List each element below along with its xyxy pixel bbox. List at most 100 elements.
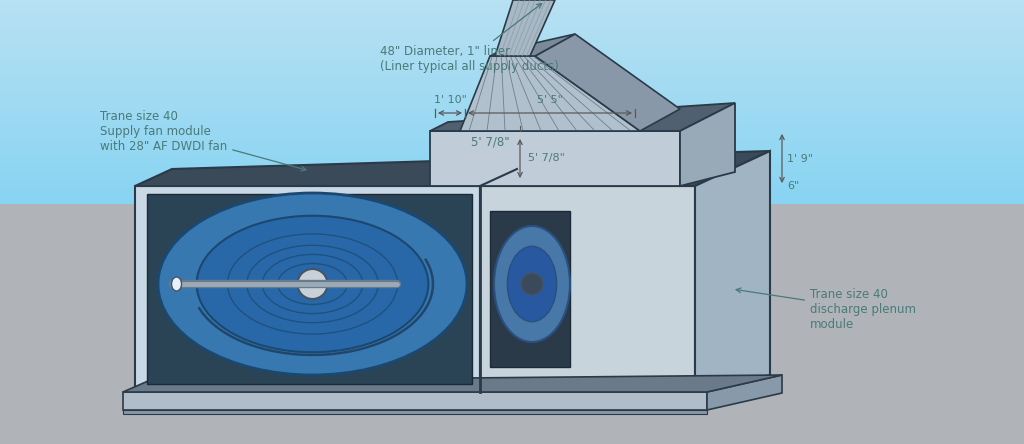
Bar [0,120,1024,123]
Polygon shape [460,56,640,131]
Polygon shape [0,204,1024,444]
Polygon shape [695,151,770,392]
Bar [0,102,1024,105]
Bar [0,56,1024,59]
Bar [0,46,1024,48]
Polygon shape [680,103,735,186]
Text: 5' 5": 5' 5" [537,95,563,105]
Text: Trane size 40
Supply fan module
with 28" AF DWDI fan: Trane size 40 Supply fan module with 28"… [100,110,306,171]
Ellipse shape [158,193,467,375]
Ellipse shape [521,273,543,295]
Polygon shape [123,375,782,392]
Bar [0,13,1024,15]
Bar [0,5,1024,8]
Bar [0,138,1024,140]
Bar [0,79,1024,82]
Bar [0,84,1024,87]
Bar [0,48,1024,51]
Bar [0,191,1024,194]
Ellipse shape [494,226,570,342]
Polygon shape [430,131,680,186]
Bar [0,148,1024,151]
Bar [0,74,1024,77]
Bar [0,99,1024,102]
Bar [0,115,1024,117]
Polygon shape [147,194,472,384]
Bar [0,33,1024,36]
Bar [0,181,1024,184]
Text: 48" Diameter, 1" liner
(Liner typical all supply ducts): 48" Diameter, 1" liner (Liner typical al… [380,4,559,73]
Bar [0,143,1024,146]
Bar [0,66,1024,69]
Bar [0,18,1024,20]
Bar [0,199,1024,202]
Bar [0,176,1024,178]
Bar [0,163,1024,166]
Bar [0,128,1024,130]
Bar [0,189,1024,191]
Bar [0,202,1024,204]
Polygon shape [535,34,680,131]
Bar [0,0,1024,3]
Bar [0,71,1024,74]
Bar [0,184,1024,186]
Bar [0,44,1024,46]
Text: Trane size 40
discharge plenum
module: Trane size 40 discharge plenum module [736,288,916,330]
Text: 5' 7/8": 5' 7/8" [471,135,509,148]
Bar [0,140,1024,143]
Bar [0,36,1024,38]
Bar [0,105,1024,107]
Polygon shape [123,410,707,414]
Bar [0,133,1024,135]
Bar [0,3,1024,5]
Bar [0,15,1024,18]
Text: 1' 10": 1' 10" [433,95,467,105]
Bar [0,174,1024,176]
Bar [0,54,1024,56]
Polygon shape [495,0,555,56]
Text: 1' 9": 1' 9" [787,154,813,163]
Bar [0,31,1024,33]
Ellipse shape [298,269,328,299]
Bar [0,38,1024,41]
Bar [0,161,1024,163]
Bar [0,23,1024,25]
Ellipse shape [197,216,428,352]
Bar [0,186,1024,189]
Bar [0,178,1024,181]
Bar [0,194,1024,197]
Bar [0,153,1024,156]
Bar [0,146,1024,148]
Polygon shape [707,375,782,410]
Bar [0,61,1024,64]
Text: 5' 7/8": 5' 7/8" [528,154,565,163]
Bar [0,112,1024,115]
Bar [0,82,1024,84]
Polygon shape [480,186,695,392]
Polygon shape [123,392,707,410]
Bar [0,95,1024,97]
Text: 6": 6" [787,181,800,191]
Bar [0,107,1024,110]
Bar [0,130,1024,133]
Polygon shape [490,34,575,56]
Ellipse shape [172,277,181,291]
Bar [0,156,1024,159]
Bar [0,197,1024,199]
Bar [0,166,1024,168]
Bar [0,59,1024,61]
Bar [0,151,1024,153]
Bar [0,110,1024,112]
Bar [0,92,1024,95]
Bar [0,125,1024,128]
Bar [0,69,1024,71]
Bar [0,25,1024,28]
Bar [0,8,1024,10]
Bar [0,77,1024,79]
Polygon shape [430,103,735,131]
Ellipse shape [507,246,557,322]
Bar [0,117,1024,120]
Bar [0,28,1024,31]
Bar [0,10,1024,13]
Bar [0,64,1024,66]
